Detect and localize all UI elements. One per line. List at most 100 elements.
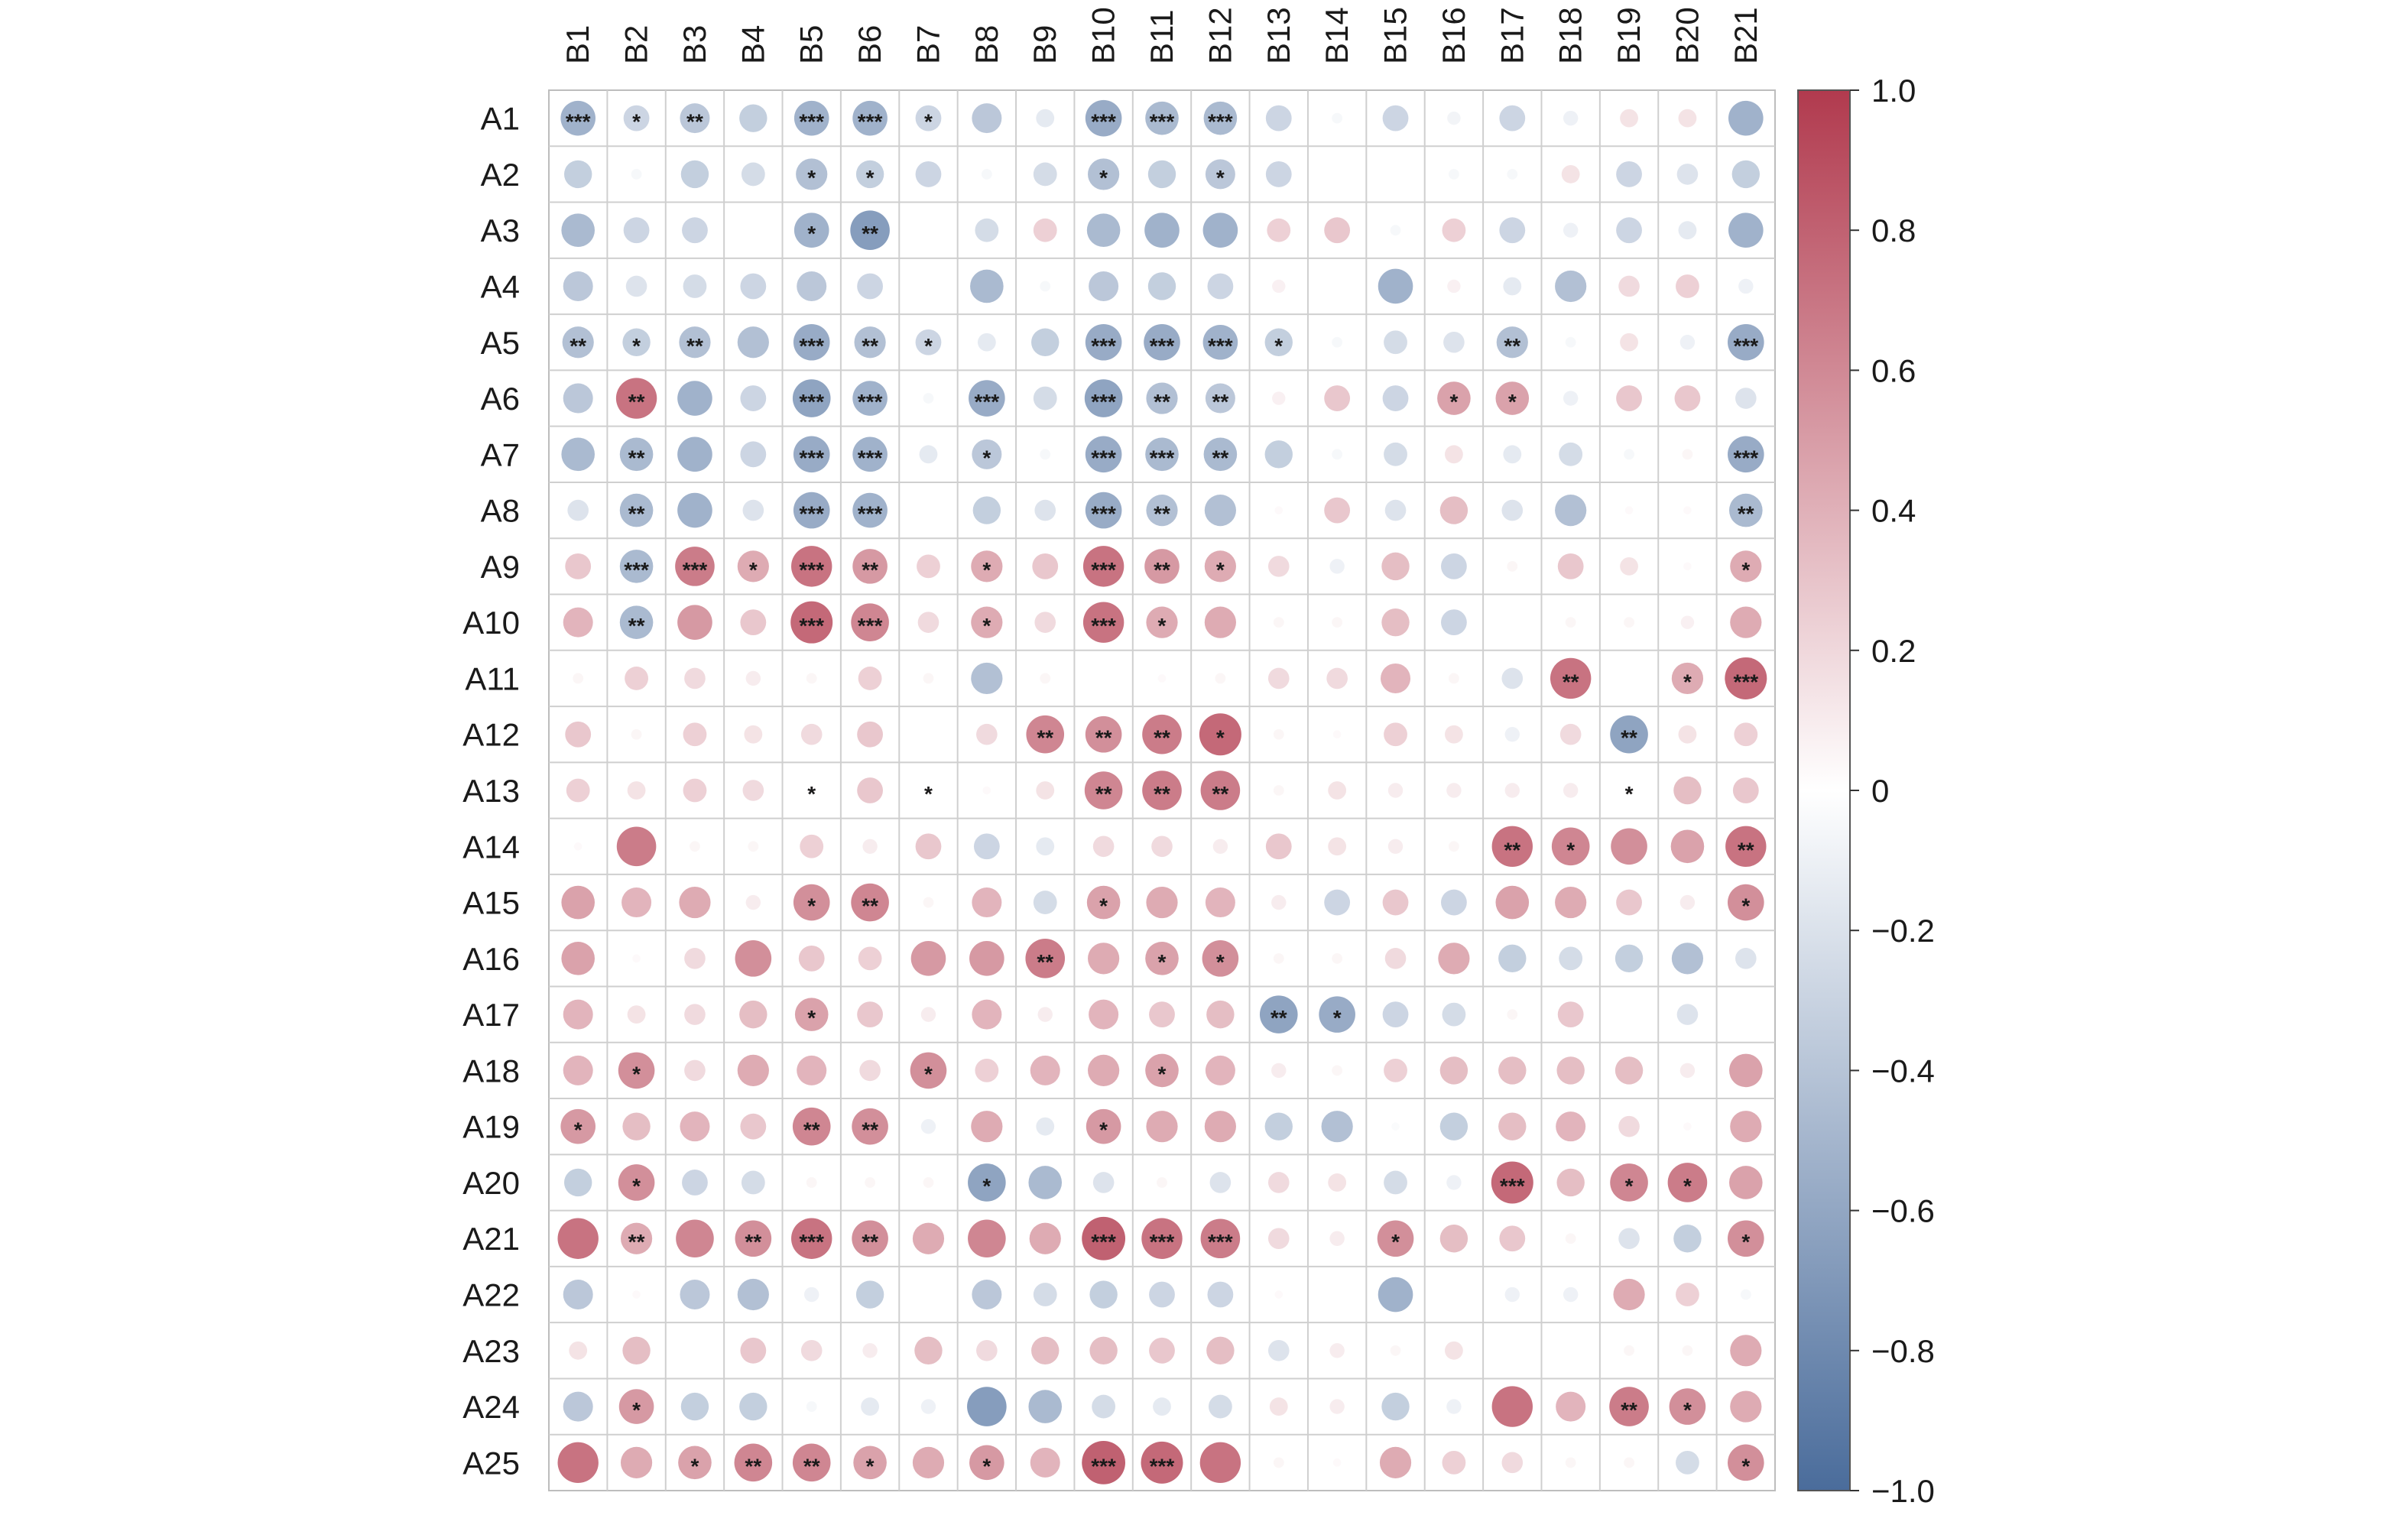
stars-A1-B1: *** [566, 110, 591, 134]
cell-A19-B13 [1264, 1112, 1293, 1141]
cell-A3-B14 [1324, 217, 1351, 244]
cell-A2-B5 [796, 158, 828, 190]
cell-A23-B20 [1682, 1345, 1693, 1356]
stars-A1-B11: *** [1150, 110, 1175, 134]
cell-A6-B9 [1033, 386, 1057, 410]
cell-A20-B7 [923, 1177, 934, 1188]
cell-A16-B12 [1202, 940, 1239, 977]
stars-A25-B4: ** [745, 1454, 761, 1478]
cell-A16-B5 [798, 945, 825, 972]
stars-A5-B10: *** [1091, 334, 1116, 358]
stars-A6-B16: * [1449, 390, 1458, 414]
stars-A15-B6: ** [862, 894, 878, 918]
column-label: B8 [969, 25, 1004, 64]
row-label: A25 [462, 1445, 520, 1481]
stars-A21-B4: ** [745, 1230, 761, 1254]
cell-A8-B18 [1555, 495, 1587, 527]
cell-A25-B12 [1199, 1442, 1241, 1484]
cell-A16-B1 [561, 942, 595, 975]
cell-A4-B17 [1503, 277, 1522, 296]
cell-A24-B3 [680, 1392, 709, 1421]
cell-A14-B20 [1670, 829, 1705, 864]
cell-A18-B1 [563, 1055, 593, 1085]
cell-A7-B9 [1040, 449, 1051, 460]
cell-A3-B21 [1728, 213, 1764, 248]
cell-A10-B14 [1332, 617, 1343, 628]
stars-A8-B2: ** [628, 502, 645, 526]
cell-A17-B5 [794, 998, 829, 1031]
stars-A13-B5: * [807, 782, 816, 806]
cell-A14-B7 [915, 833, 942, 860]
cell-A22-B15 [1378, 1277, 1413, 1312]
cell-A24-B5 [806, 1401, 817, 1412]
column-label: B14 [1319, 7, 1355, 64]
cell-A22-B1 [563, 1280, 593, 1310]
cell-A5-B5 [793, 323, 830, 361]
cell-A16-B21 [1735, 948, 1757, 969]
cell-A6-B1 [563, 383, 593, 414]
cell-A11-B21 [1725, 657, 1767, 699]
row-label: A23 [462, 1333, 520, 1369]
cell-A23-B4 [740, 1337, 767, 1364]
cell-A13-B14 [1328, 781, 1347, 800]
cell-A21-B17 [1499, 1225, 1526, 1252]
cell-A15-B1 [561, 885, 595, 920]
cell-A13-B19 [1624, 786, 1634, 795]
row-label: A22 [462, 1277, 520, 1313]
row-label: A2 [481, 157, 520, 193]
cell-A24-B19 [1609, 1387, 1649, 1426]
cell-A24-B7 [920, 1399, 936, 1414]
cell-A1-B3 [680, 103, 710, 134]
cell-A6-B12 [1205, 383, 1235, 414]
cell-A9-B8 [971, 550, 1003, 582]
cell-A2-B2 [631, 169, 642, 180]
cell-A24-B20 [1669, 1388, 1706, 1425]
stars-A25-B8: * [982, 1454, 991, 1478]
stars-A15-B5: * [807, 894, 816, 918]
cell-A5-B21 [1728, 323, 1764, 361]
cell-A4-B16 [1447, 279, 1461, 294]
stars-A10-B6: *** [858, 614, 883, 638]
cell-A7-B5 [793, 436, 830, 473]
cell-A17-B7 [920, 1007, 936, 1022]
stars-A2-B12: * [1216, 166, 1225, 190]
cell-A2-B3 [680, 160, 709, 189]
stars-A10-B8: * [982, 614, 991, 638]
cell-A16-B14 [1332, 952, 1343, 964]
stars-A20-B17: *** [1500, 1174, 1525, 1198]
cell-A4-B5 [797, 271, 827, 301]
stars-A18-B11: * [1158, 1062, 1167, 1085]
cell-A10-B13 [1273, 617, 1284, 628]
cell-A12-B2 [631, 728, 642, 740]
cell-A25-B9 [1030, 1447, 1060, 1478]
cell-A15-B19 [1616, 889, 1642, 916]
cell-A15-B3 [679, 886, 711, 919]
cell-A4-B18 [1555, 270, 1587, 303]
cell-A24-B21 [1730, 1390, 1762, 1423]
cell-A1-B11 [1145, 101, 1179, 135]
stars-A25-B11: *** [1150, 1454, 1175, 1478]
stars-A13-B11: ** [1154, 782, 1170, 806]
row-label: A8 [481, 493, 520, 529]
cell-A21-B2 [620, 1222, 653, 1254]
cell-A5-B11 [1144, 323, 1180, 361]
cell-A22-B21 [1740, 1289, 1751, 1300]
cell-A6-B7 [923, 393, 934, 404]
cell-A19-B20 [1683, 1122, 1692, 1131]
row-label: A7 [481, 436, 520, 472]
colorbar-tick-label: −0.4 [1871, 1053, 1935, 1089]
cell-A9-B4 [737, 550, 769, 582]
stars-A2-B6: * [866, 166, 875, 190]
cell-A25-B20 [1676, 1450, 1699, 1475]
cell-A3-B10 [1086, 213, 1121, 248]
colorbar-tick-label: 0.6 [1871, 352, 1916, 388]
cell-A3-B18 [1563, 222, 1579, 238]
cell-A19-B19 [1618, 1115, 1640, 1137]
stars-A7-B2: ** [628, 446, 645, 469]
cell-A25-B1 [557, 1442, 599, 1484]
cell-A3-B15 [1390, 225, 1401, 236]
cell-A20-B19 [1610, 1163, 1648, 1202]
stars-A5-B17: ** [1504, 334, 1520, 358]
cell-A18-B18 [1556, 1056, 1585, 1085]
cell-A5-B7 [915, 329, 942, 355]
